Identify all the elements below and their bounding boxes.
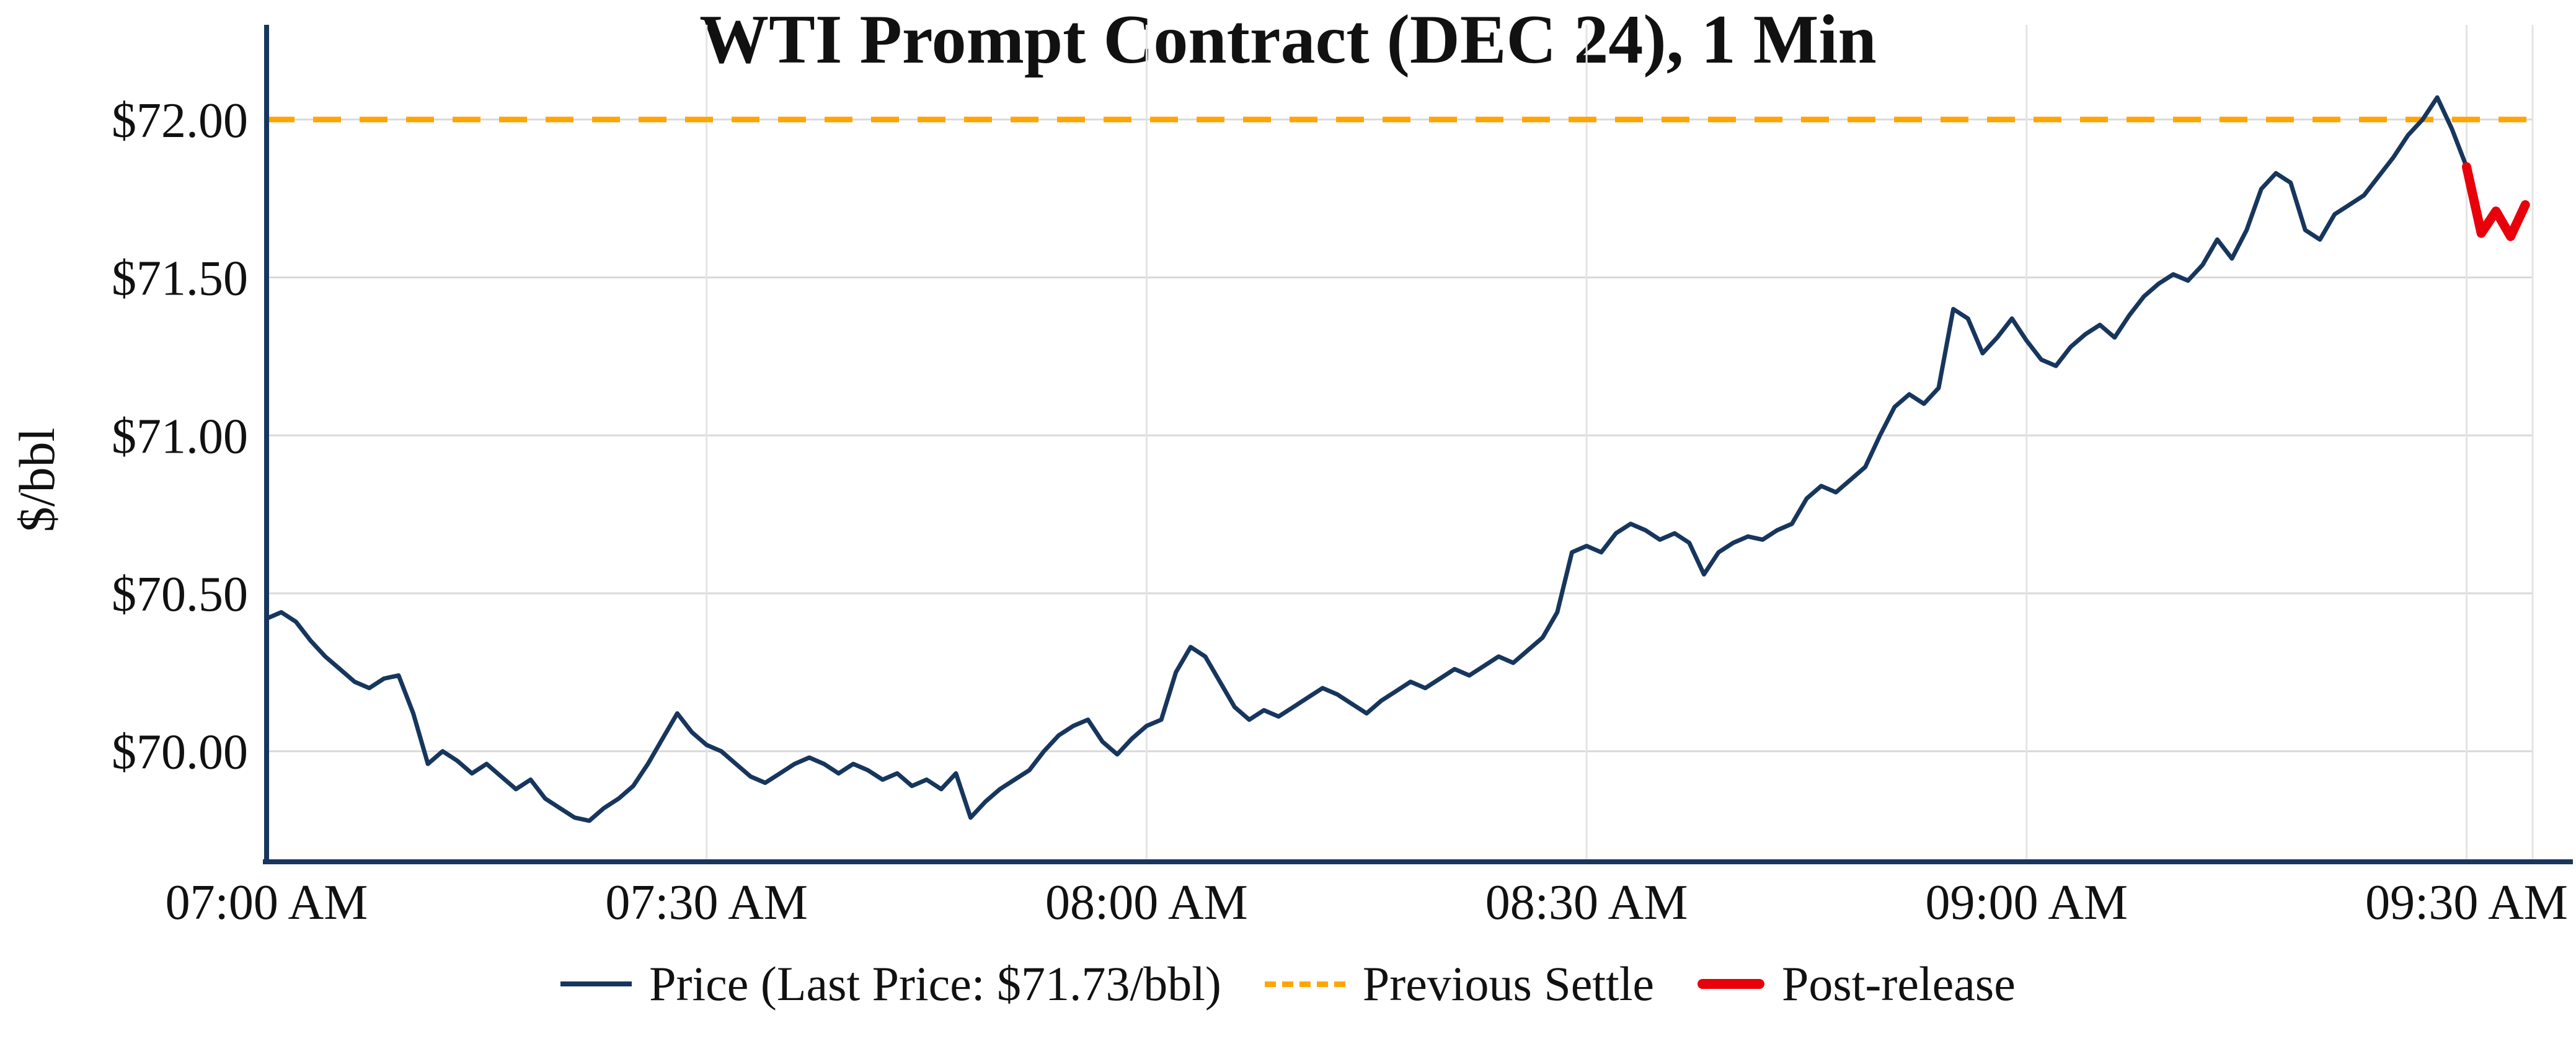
post-release-line [2462, 162, 2530, 241]
x-tick-label: 07:30 AM [605, 875, 808, 930]
legend-settle-label: Previous Settle [1362, 957, 1655, 1011]
y-tick-label: $70.00 [112, 725, 248, 780]
previous-settle-swatch [1264, 981, 1345, 987]
legend-price-label: Price (Last Price: $71.73/bbl) [649, 957, 1221, 1011]
chart-legend: Price (Last Price: $71.73/bbl) Previous … [0, 956, 2576, 1012]
y-tick-label: $72.00 [112, 94, 248, 148]
legend-item-previous-settle: Previous Settle [1264, 956, 1655, 1012]
x-tick-label: 08:30 AM [1485, 875, 1688, 930]
price-line-swatch [560, 981, 632, 986]
x-tick-label: 07:00 AM [166, 875, 368, 930]
y-tick-label: $70.50 [112, 567, 248, 622]
x-tick-label: 09:00 AM [1925, 875, 2128, 930]
y-tick-label: $71.50 [112, 252, 248, 306]
legend-item-post-release: Post-release [1697, 956, 2016, 1012]
post-release-swatch [1697, 979, 1765, 989]
price-line [264, 95, 2469, 823]
legend-post-label: Post-release [1782, 957, 2016, 1011]
x-tick-label: 08:00 AM [1045, 875, 1248, 930]
legend-item-price: Price (Last Price: $71.73/bbl) [560, 956, 1221, 1012]
chart-title: WTI Prompt Contract (DEC 24), 1 Min [699, 1, 1877, 78]
y-tick-label: $71.00 [112, 409, 248, 464]
x-tick-label: 09:30 AM [2365, 875, 2568, 930]
